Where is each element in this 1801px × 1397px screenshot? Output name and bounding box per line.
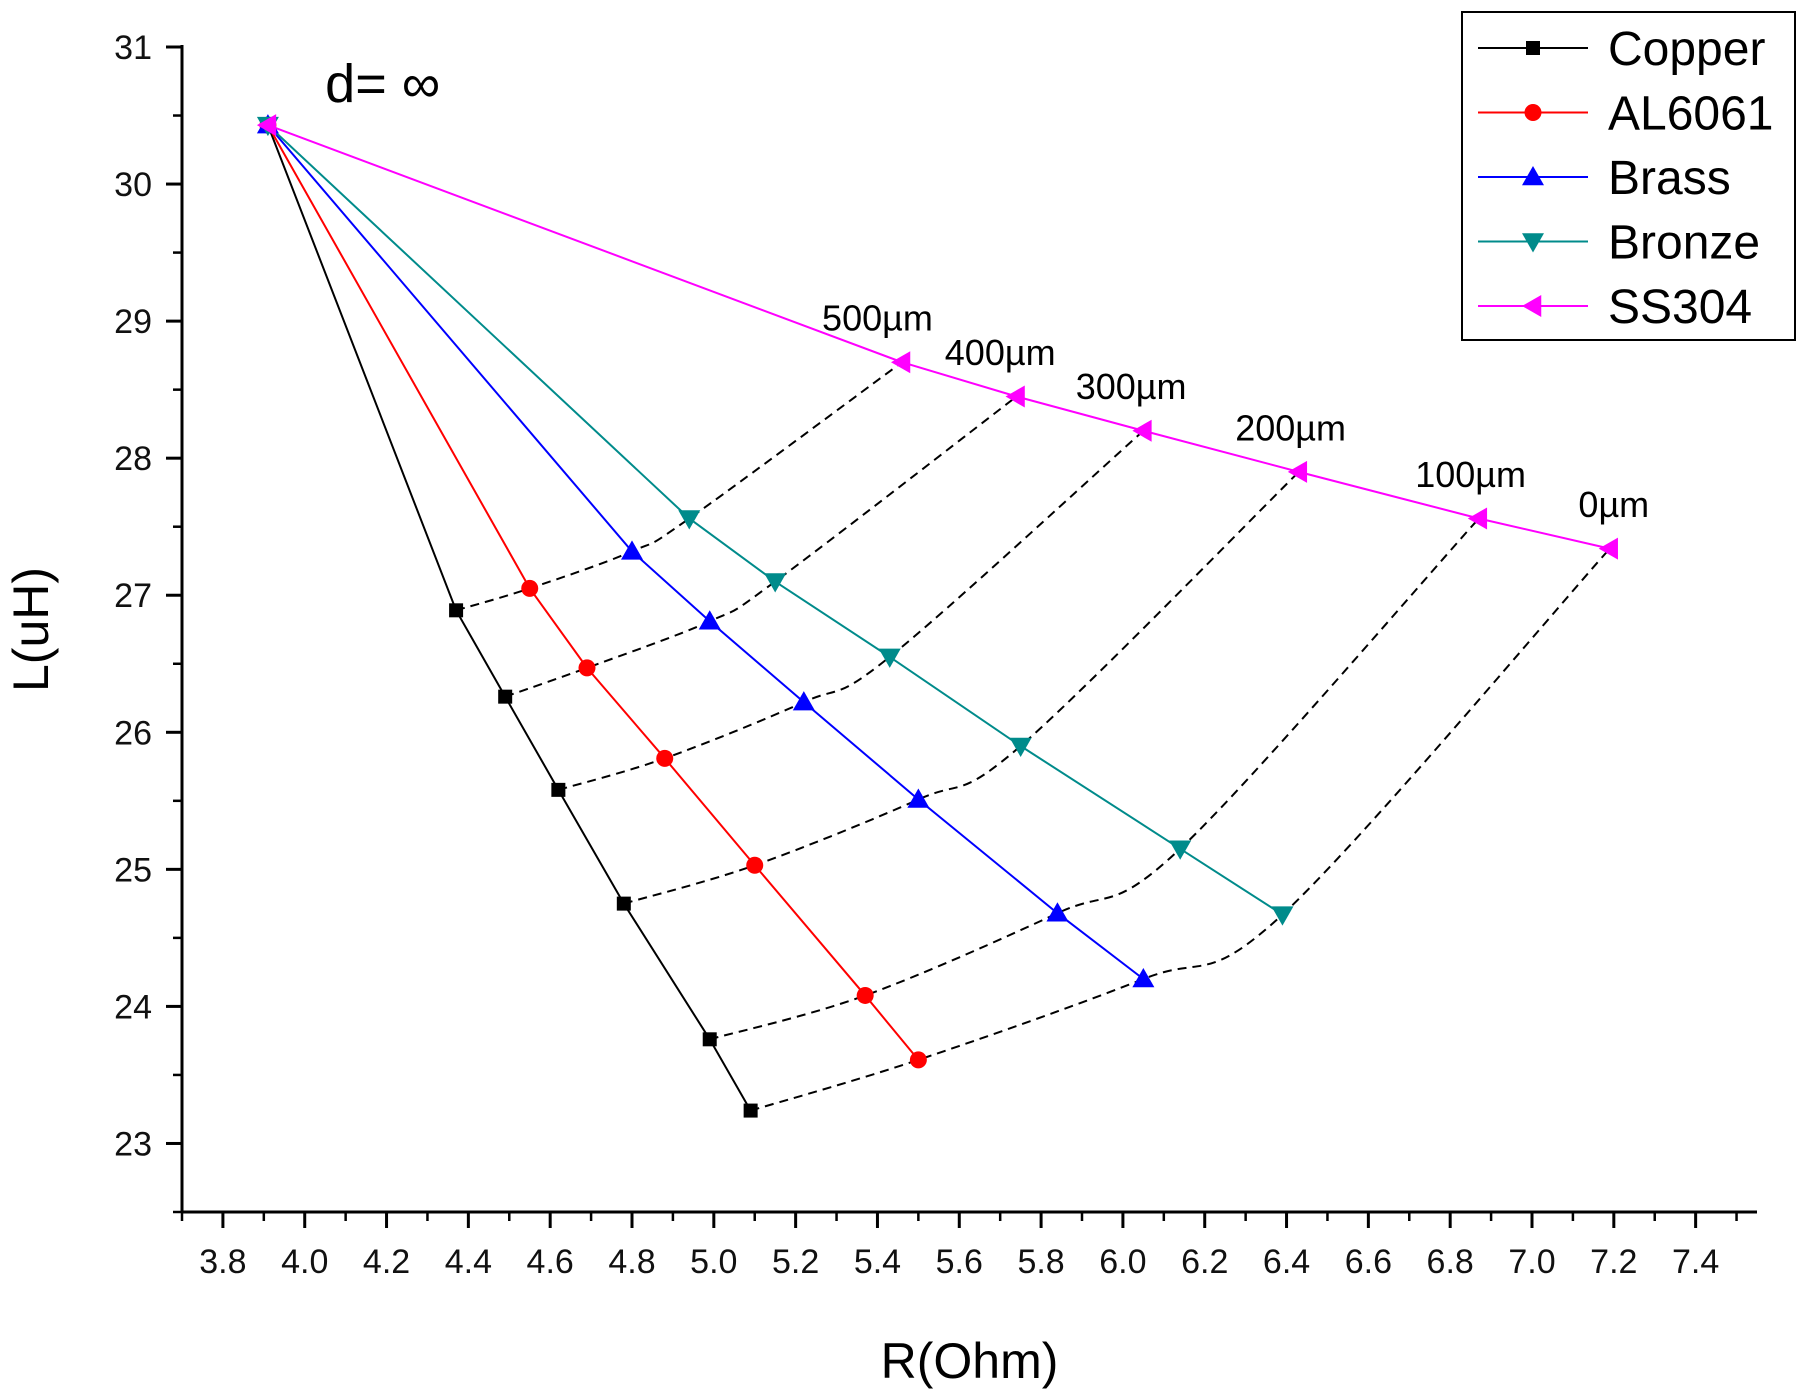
data-point-bronze: [1009, 737, 1032, 757]
data-point-brass: [1046, 902, 1069, 922]
data-point-brass: [907, 788, 930, 808]
data-point-ss304: [1005, 385, 1025, 408]
y-tick-label: 26: [114, 714, 152, 752]
x-tick-label: 6.8: [1427, 1243, 1474, 1281]
data-point-copper: [551, 782, 566, 797]
x-tick-label: 3.8: [199, 1243, 246, 1281]
data-point-copper: [449, 603, 464, 618]
legend-marker: [1526, 41, 1540, 55]
series-line-copper: [266, 124, 752, 1112]
data-point-bronze: [764, 573, 787, 593]
thickness-curve: [455, 361, 903, 612]
data-point-ss304: [1287, 460, 1308, 483]
data-point-bronze: [1271, 906, 1294, 926]
data-point-ss304: [1467, 507, 1488, 530]
x-tick-label: 5.4: [854, 1243, 901, 1281]
thickness-curve: [504, 395, 1018, 698]
data-point-al6061: [521, 579, 539, 597]
x-tick-label: 4.0: [281, 1243, 328, 1281]
x-tick-label: 6.2: [1181, 1243, 1228, 1281]
annotation-thickness-label: 300µm: [1076, 366, 1187, 407]
x-tick-label: 6.6: [1345, 1243, 1392, 1281]
annotation-thickness-label: 200µm: [1235, 407, 1346, 448]
data-point-brass: [621, 540, 643, 560]
annotations: d= ∞ 500µm 400µm 300µm 200µm 100µm 0µm: [325, 54, 1649, 525]
y-axis-ticks: 23 24 25 26 27 28 29 30 31: [114, 29, 182, 1214]
legend-marker: [1522, 233, 1544, 253]
x-axis-ticks: 3.8 4.0 4.2 4.4 4.6 4.8 5.0 5.2 5.4 5.6 5.8 6.0 6.2 6…: [180, 1212, 1738, 1281]
x-axis-title: R(Ohm): [881, 1333, 1059, 1389]
annotation-thickness-label: 100µm: [1415, 454, 1526, 495]
x-tick-label: 4.2: [363, 1243, 410, 1281]
data-point-al6061: [746, 856, 764, 874]
x-tick-label: 5.2: [772, 1243, 819, 1281]
x-tick-label: 7.2: [1590, 1243, 1637, 1281]
data-point-ss304: [256, 114, 277, 137]
data-point-bronze: [678, 510, 701, 530]
legend: Copper AL6061 Brass Bronze SS304: [1461, 11, 1796, 341]
y-tick-label: 31: [114, 29, 152, 67]
y-tick-label: 29: [114, 303, 152, 341]
x-tick-label: 5.0: [690, 1243, 737, 1281]
series-line-ss304: [267, 124, 1610, 550]
thickness-curve: [623, 471, 1300, 905]
data-point-bronze: [1169, 840, 1192, 860]
series-markers: [256, 114, 1618, 1118]
x-tick-label: 5.8: [1017, 1243, 1064, 1281]
thickness-curve: [709, 517, 1480, 1041]
x-tick-label: 5.6: [936, 1243, 983, 1281]
series-lines: [266, 124, 1610, 1112]
data-point-al6061: [909, 1051, 927, 1069]
data-point-ss304: [1598, 537, 1618, 560]
annotation-thickness-label: 500µm: [822, 298, 933, 339]
data-point-ss304: [891, 351, 911, 374]
legend-label: AL6061: [1608, 88, 1774, 141]
x-tick-label: 6.4: [1263, 1243, 1310, 1281]
data-point-ss304: [1132, 419, 1152, 442]
x-tick-label: 4.4: [445, 1243, 492, 1281]
legend-marker: [1522, 295, 1542, 317]
x-tick-label: 7.4: [1672, 1243, 1719, 1281]
x-tick-label: 7.0: [1508, 1243, 1555, 1281]
y-tick-label: 24: [114, 988, 152, 1026]
annotation-thickness-label: 400µm: [945, 332, 1056, 373]
series-line-al6061: [267, 124, 920, 1061]
legend-marker: [1524, 104, 1542, 121]
thickness-curves: [455, 361, 1611, 1112]
data-point-copper: [702, 1032, 717, 1047]
legend-label: SS304: [1608, 281, 1752, 334]
y-tick-label: 30: [114, 166, 152, 204]
legend-label: Bronze: [1608, 217, 1760, 270]
thickness-curve: [558, 430, 1145, 791]
data-point-al6061: [656, 749, 674, 767]
annotation-thickness-label: 0µm: [1578, 484, 1649, 525]
y-tick-label: 25: [114, 851, 152, 889]
y-tick-label: 27: [114, 577, 152, 615]
legend-label: Copper: [1608, 23, 1765, 76]
data-point-copper: [743, 1103, 758, 1118]
data-point-brass: [1132, 968, 1155, 988]
x-tick-label: 6.0: [1099, 1243, 1146, 1281]
legend-marker: [1522, 166, 1544, 186]
data-point-al6061: [856, 986, 874, 1004]
data-point-brass: [698, 610, 721, 630]
legend-label: Brass: [1608, 152, 1731, 205]
data-point-copper: [616, 896, 631, 911]
data-point-copper: [498, 689, 513, 704]
y-axis-title: L(uH): [3, 567, 59, 692]
thickness-curve: [750, 547, 1611, 1112]
data-point-al6061: [578, 659, 596, 677]
y-tick-label: 28: [114, 440, 152, 478]
annotation-d-infinity: d= ∞: [325, 54, 440, 114]
y-tick-label: 23: [114, 1125, 152, 1163]
data-point-brass: [792, 691, 815, 711]
data-point-bronze: [878, 648, 901, 668]
series-line-brass: [267, 124, 1144, 980]
x-tick-label: 4.6: [527, 1243, 574, 1281]
x-tick-label: 4.8: [608, 1243, 655, 1281]
